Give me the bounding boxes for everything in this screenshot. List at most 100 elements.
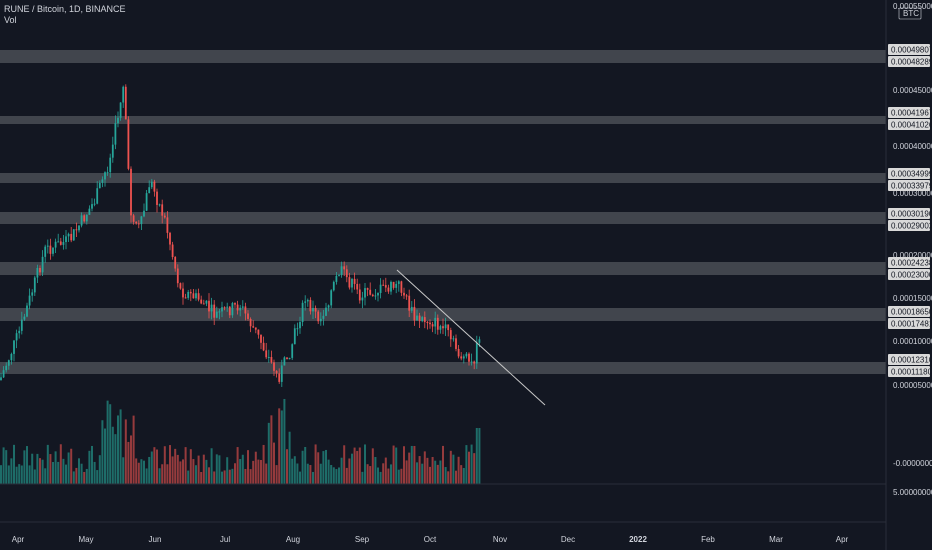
candle-body xyxy=(421,317,424,322)
price-tick: 0.00045000 xyxy=(893,86,932,95)
volume-bar xyxy=(122,457,125,484)
svg-text:0.00024238: 0.00024238 xyxy=(891,259,932,268)
candle-body xyxy=(465,353,468,357)
volume-bar xyxy=(176,454,179,484)
candle-body xyxy=(208,300,210,312)
volume-bar xyxy=(366,464,369,484)
candle-body xyxy=(449,330,452,340)
volume-bar xyxy=(390,464,392,484)
volume-bar xyxy=(314,444,317,484)
volume-bar xyxy=(182,459,184,484)
candle-body xyxy=(67,233,70,237)
price-axis[interactable]: 0.00055000 BTC 0.00045000 0.00040000 0.000… xyxy=(893,2,932,497)
zone-price-tag: 0.00017481 xyxy=(888,318,932,329)
candle-body xyxy=(78,225,80,231)
candle-body xyxy=(286,357,288,360)
candle-body xyxy=(338,275,340,277)
candle-body xyxy=(231,303,234,316)
candle-body xyxy=(254,327,257,330)
support-resistance-zones xyxy=(0,50,886,374)
candle-body xyxy=(369,289,372,295)
candle-body xyxy=(280,365,283,382)
candle-body xyxy=(111,144,114,158)
volume-bar xyxy=(299,471,301,484)
zone-band[interactable] xyxy=(0,212,886,224)
volume-bar xyxy=(31,453,34,484)
currency-label: BTC xyxy=(903,9,919,18)
candle-body xyxy=(345,269,348,278)
volume-bar xyxy=(455,470,457,484)
candle-body xyxy=(226,306,229,308)
volume-bar xyxy=(192,459,195,484)
volume-bar xyxy=(46,444,49,484)
zone-band[interactable] xyxy=(0,116,886,124)
time-axis[interactable]: Apr May Jun Jul Aug Sep Oct Nov Dec 2022 Feb Mar Apr xyxy=(12,535,849,544)
candle-body xyxy=(426,321,429,323)
candle-body xyxy=(299,322,301,329)
zone-band[interactable] xyxy=(0,50,886,63)
candle-body xyxy=(364,288,366,298)
volume-bar xyxy=(384,457,387,484)
symbol-label[interactable]: RUNE / Bitcoin, 1D, BINANCE xyxy=(4,4,126,14)
zone-band[interactable] xyxy=(0,362,886,374)
volume-bar xyxy=(10,458,13,484)
candle-body xyxy=(20,319,23,331)
candle-body xyxy=(166,217,169,233)
candle-body xyxy=(275,370,278,374)
candle-body xyxy=(124,86,127,120)
volume-bar xyxy=(252,460,255,484)
candle-body xyxy=(101,179,104,183)
zone-band[interactable] xyxy=(0,262,886,275)
candle-body xyxy=(244,306,247,314)
volume-bar xyxy=(462,468,465,484)
candle-body xyxy=(93,203,96,205)
candle-body xyxy=(145,193,148,211)
volume-bar xyxy=(78,458,80,484)
currency-box xyxy=(898,7,922,20)
candle-body xyxy=(400,281,403,293)
candle-body xyxy=(28,295,31,306)
candle-body xyxy=(236,304,239,311)
volume-bar xyxy=(28,465,31,484)
time-tick: Feb xyxy=(701,535,715,544)
candle-body xyxy=(31,292,34,296)
volume-bar xyxy=(52,461,54,484)
candle-body xyxy=(301,302,304,323)
time-tick: 2022 xyxy=(629,535,647,544)
volume-bar xyxy=(413,445,416,484)
candle-body xyxy=(335,275,338,282)
candle-body xyxy=(309,299,312,312)
svg-text:0.00041967: 0.00041967 xyxy=(891,109,932,118)
volume-bar xyxy=(371,448,374,484)
zone-band[interactable] xyxy=(0,173,886,183)
volume-bar xyxy=(351,453,353,484)
candle-body xyxy=(325,307,327,316)
svg-text:0.00012310: 0.00012310 xyxy=(891,356,932,365)
volume-bar xyxy=(239,458,242,484)
volume-bar xyxy=(158,468,161,484)
volume-bar xyxy=(18,464,21,484)
candle-body xyxy=(228,306,231,316)
volume-bar xyxy=(416,462,418,484)
candle-body xyxy=(267,356,270,358)
volume-bar xyxy=(356,450,359,484)
candle-body xyxy=(210,304,213,312)
candle-body xyxy=(452,338,455,340)
volume-bar xyxy=(392,445,395,484)
volume-bar xyxy=(468,451,470,484)
volume-bar xyxy=(249,469,252,484)
volume-bar xyxy=(215,454,218,484)
volume-bar xyxy=(429,466,431,484)
time-tick: Apr xyxy=(836,535,849,544)
volume-bar xyxy=(387,468,390,484)
volume-indicator-label[interactable]: Vol xyxy=(4,15,17,25)
volume-bar xyxy=(59,444,62,484)
volume-bar xyxy=(221,471,223,484)
zone-price-tag: 0.00024238 xyxy=(888,257,932,268)
volume-bar xyxy=(236,447,239,484)
volume-bar xyxy=(379,471,382,484)
volume-bar xyxy=(187,470,190,484)
candle-body xyxy=(403,292,405,296)
trendline[interactable] xyxy=(396,269,546,406)
